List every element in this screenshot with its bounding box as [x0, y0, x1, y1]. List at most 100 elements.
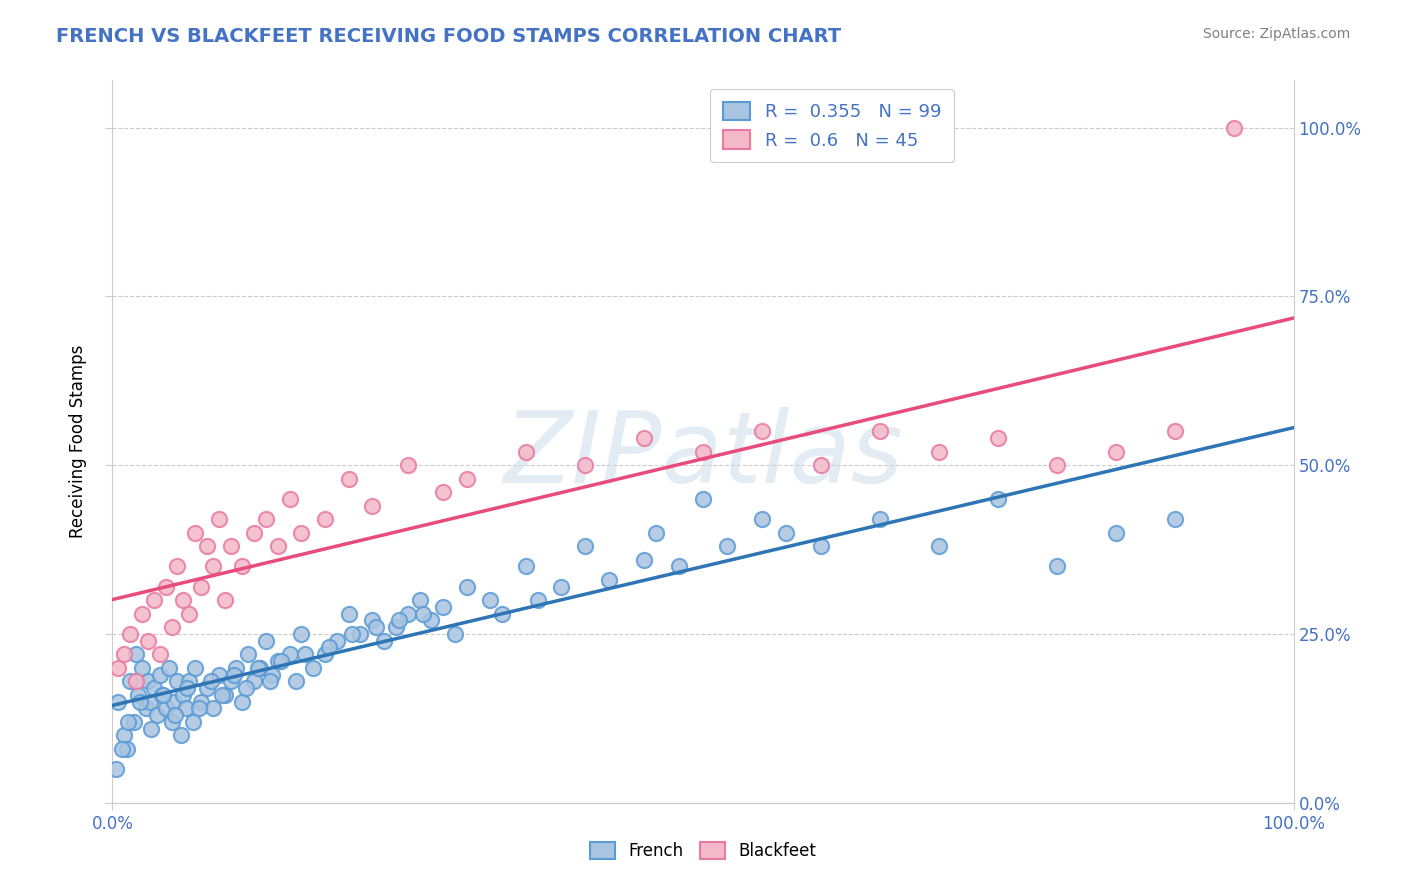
Point — [105, 762, 128, 776]
Point — [115, 741, 138, 756]
Point — [107, 661, 129, 675]
Point — [318, 640, 340, 655]
Point — [278, 491, 301, 506]
Point — [692, 444, 714, 458]
Point — [155, 701, 177, 715]
Point — [243, 674, 266, 689]
Point — [373, 633, 395, 648]
Point — [160, 714, 183, 729]
Point — [111, 741, 134, 756]
Point — [131, 661, 153, 675]
Point — [214, 593, 236, 607]
Point — [184, 661, 207, 675]
Point — [187, 701, 209, 715]
Point — [172, 688, 194, 702]
Point — [342, 627, 364, 641]
Point — [125, 647, 148, 661]
Point — [150, 688, 173, 702]
Point — [432, 599, 454, 614]
Point — [515, 559, 537, 574]
Point — [243, 525, 266, 540]
Point — [290, 525, 312, 540]
Point — [174, 701, 197, 715]
Point — [314, 647, 336, 661]
Point — [396, 607, 419, 621]
Point — [141, 722, 163, 736]
Point — [211, 688, 233, 702]
Point — [444, 627, 467, 641]
Point — [361, 614, 384, 628]
Point — [190, 580, 212, 594]
Point — [412, 607, 434, 621]
Point — [270, 654, 292, 668]
Point — [349, 627, 371, 641]
Point — [200, 674, 222, 689]
Point — [179, 607, 201, 621]
Point — [1046, 559, 1069, 574]
Point — [751, 512, 773, 526]
Point — [208, 667, 231, 681]
Point — [337, 472, 360, 486]
Point — [598, 573, 620, 587]
Point — [179, 674, 201, 689]
Point — [491, 607, 513, 621]
Point — [479, 593, 502, 607]
Point — [284, 674, 307, 689]
Point — [869, 512, 891, 526]
Point — [302, 661, 325, 675]
Point — [166, 559, 188, 574]
Point — [195, 681, 218, 695]
Point — [201, 559, 224, 574]
Point — [155, 580, 177, 594]
Point — [1223, 120, 1246, 135]
Point — [259, 674, 281, 689]
Point — [267, 539, 290, 553]
Y-axis label: Receiving Food Stamps: Receiving Food Stamps — [69, 345, 87, 538]
Point — [136, 674, 159, 689]
Point — [214, 688, 236, 702]
Point — [224, 667, 246, 681]
Point — [170, 728, 193, 742]
Point — [120, 627, 142, 641]
Point — [337, 607, 360, 621]
Point — [314, 512, 336, 526]
Point — [176, 681, 198, 695]
Point — [294, 647, 316, 661]
Point — [172, 593, 194, 607]
Point — [420, 614, 443, 628]
Point — [184, 525, 207, 540]
Legend: French, Blackfeet: French, Blackfeet — [583, 835, 823, 867]
Point — [208, 512, 231, 526]
Point — [249, 661, 271, 675]
Point — [751, 425, 773, 439]
Point — [388, 614, 411, 628]
Point — [219, 539, 242, 553]
Point — [163, 694, 186, 708]
Point — [142, 681, 165, 695]
Point — [290, 627, 312, 641]
Point — [131, 607, 153, 621]
Point — [456, 472, 478, 486]
Point — [775, 525, 797, 540]
Point — [160, 620, 183, 634]
Point — [574, 458, 596, 472]
Point — [928, 539, 950, 553]
Point — [165, 708, 187, 723]
Text: ZIPat​las: ZIPat​las — [503, 408, 903, 505]
Text: FRENCH VS BLACKFEET RECEIVING FOOD STAMPS CORRELATION CHART: FRENCH VS BLACKFEET RECEIVING FOOD STAMP… — [56, 27, 841, 45]
Point — [1046, 458, 1069, 472]
Point — [254, 633, 277, 648]
Point — [254, 512, 277, 526]
Point — [432, 485, 454, 500]
Point — [1105, 444, 1128, 458]
Point — [326, 633, 349, 648]
Point — [1164, 425, 1187, 439]
Point — [201, 701, 224, 715]
Point — [526, 593, 548, 607]
Point — [810, 458, 832, 472]
Point — [128, 694, 150, 708]
Point — [149, 647, 172, 661]
Point — [127, 688, 149, 702]
Point — [1105, 525, 1128, 540]
Point — [668, 559, 690, 574]
